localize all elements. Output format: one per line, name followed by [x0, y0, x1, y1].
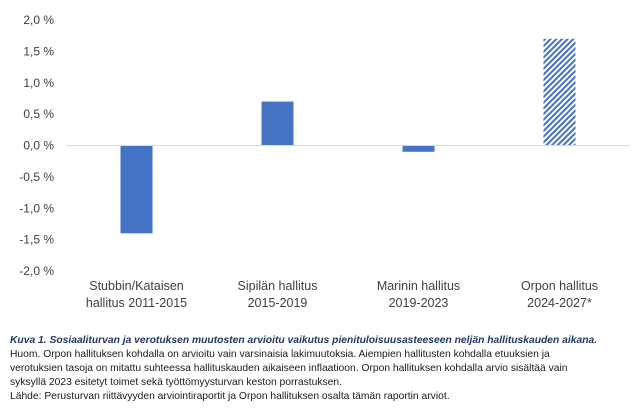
y-tick-label: -2,0 %	[19, 264, 54, 278]
figure-caption: Kuva 1. Sosiaaliturvan ja verotuksen muu…	[10, 334, 634, 404]
x-category-label: Stubbin/Kataisen hallitus 2011-2015	[86, 279, 187, 310]
caption-title: Kuva 1. Sosiaaliturvan ja verotuksen muu…	[10, 335, 598, 346]
x-category-label: Orpon hallitus 2024-2027*	[521, 279, 598, 310]
bars	[120, 38, 576, 234]
y-tick-label: 0,5 %	[23, 107, 54, 121]
x-axis-category-labels: Stubbin/Kataisen hallitus 2011-2015 Sipilä…	[86, 279, 598, 310]
y-tick-label: -1,0 %	[19, 201, 54, 215]
y-tick-label: -0,5 %	[19, 170, 54, 184]
y-tick-label: 2,0 %	[23, 13, 54, 27]
x-category-label: Sipilän hallitus 2015-2019	[238, 279, 318, 310]
bar	[120, 145, 153, 234]
y-axis-tick-labels: 2,0 % 1,5 % 1,0 % 0,5 % 0,0 % -0,5 % -1,0 % -1,…	[19, 13, 54, 278]
x-category-label: Marinin hallitus 2019-2023	[377, 279, 460, 310]
y-tick-label: -1,5 %	[19, 233, 54, 247]
bar	[402, 145, 435, 152]
caption-source: Lähde: Perusturvan riittävyyden arvioint…	[10, 391, 450, 402]
caption-note-line-3: syksyllä 2023 esitetyt toimet sekä tyött…	[10, 377, 342, 388]
y-tick-label: 1,5 %	[23, 44, 54, 58]
caption-note-line-1: Huom. Orpon hallituksen kohdalla on arvi…	[10, 349, 550, 360]
bar	[261, 101, 294, 146]
bar-chart: 2,0 % 1,5 % 1,0 % 0,5 % 0,0 % -0,5 % -1,0 % -1,…	[19, 13, 630, 310]
caption-note-line-2: verotuksien tasoja on mitattu suhteessa …	[10, 363, 568, 374]
y-tick-label: 1,0 %	[23, 76, 54, 90]
y-tick-label: 0,0 %	[23, 139, 54, 153]
bar	[543, 38, 576, 146]
